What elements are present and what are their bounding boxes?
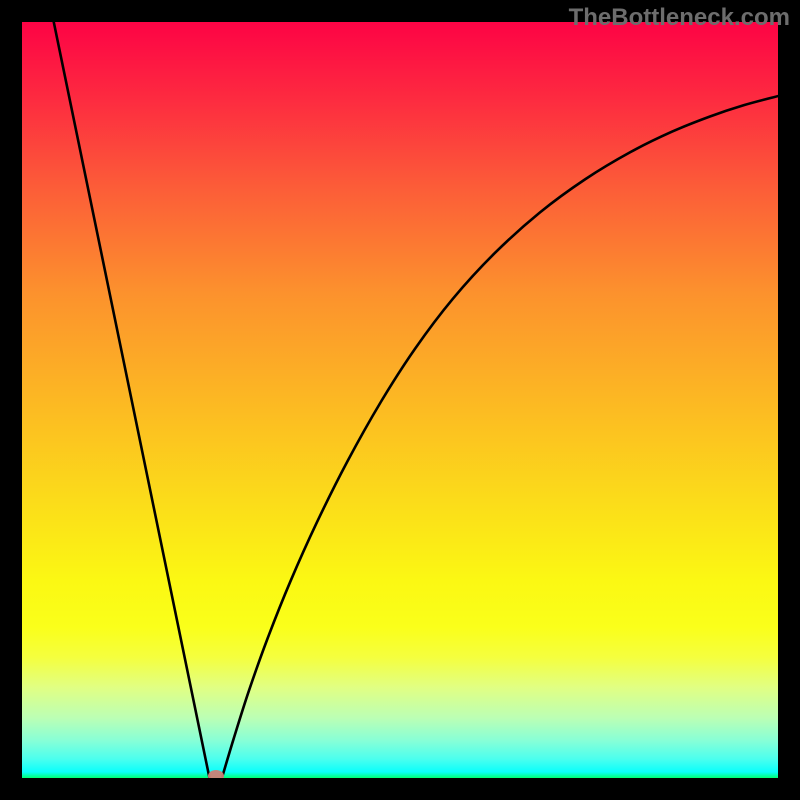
curve-left-segment [54,22,210,778]
plot-area [22,22,778,778]
bottleneck-point-marker [208,770,224,778]
bottleneck-curve [22,22,778,778]
curve-right-segment [222,96,778,776]
watermark-text: TheBottleneck.com [569,4,790,32]
